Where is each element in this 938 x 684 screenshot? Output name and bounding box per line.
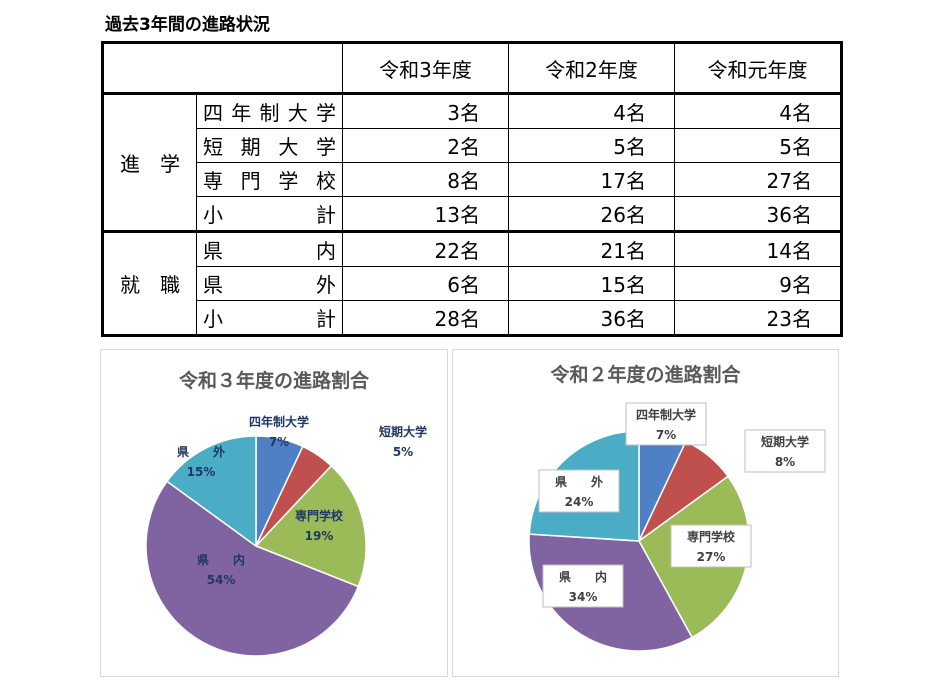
table-row: 進 学四年制大学 3名 4名 4名	[102, 93, 842, 233]
table-row: 専門学校 8名 17名 27名	[103, 162, 842, 197]
row-label: 短期大学	[196, 128, 343, 163]
column-header: 令和2年度	[508, 42, 675, 95]
label-box	[744, 429, 826, 473]
column-header: 令和3年度	[342, 42, 509, 95]
table-row: 小 計 13名 26名 36名	[103, 196, 842, 233]
cell: 17名	[508, 162, 675, 197]
cell: 4名	[508, 93, 675, 129]
table-row: 就 職県 内 22名 21名 14名	[102, 231, 842, 337]
label-box	[538, 469, 620, 513]
slice-value-label: 5%	[393, 445, 413, 459]
slice-label: 四年制大学	[636, 407, 696, 422]
pie-slice	[145, 480, 360, 657]
slice-value-label: 24%	[565, 495, 594, 509]
chart-title: 令和３年度の進路割合	[179, 369, 370, 392]
cell: 2名	[342, 128, 509, 163]
cell: 27名	[674, 162, 842, 197]
row-label: 小 計	[196, 196, 343, 233]
cell: 21名	[508, 231, 675, 267]
label-box	[542, 564, 624, 608]
cell: 22名	[342, 231, 509, 267]
table-row: 小 計 28名 36名 23名	[103, 300, 842, 337]
cell: 5名	[674, 128, 842, 163]
row-label: 専門学校	[196, 162, 343, 197]
cell: 8名	[342, 162, 509, 197]
cell: 28名	[342, 300, 509, 337]
cell: 36名	[508, 300, 675, 337]
slice-value-label: 19%	[305, 529, 334, 543]
slice-label: 四年制大学	[249, 414, 309, 429]
row-label: 四年制大学	[196, 93, 343, 129]
slice-value-label: 15%	[187, 465, 216, 479]
slice-label: 県 内	[197, 552, 245, 567]
chart-title: 令和２年度の進路割合	[550, 363, 741, 386]
table-row: 短期大学 2名 5名 5名	[103, 128, 842, 163]
page-title: 過去3年間の進路状況	[105, 15, 270, 35]
cell: 5名	[508, 128, 675, 163]
slice-label: 県 外	[177, 444, 225, 459]
label-box	[670, 524, 752, 568]
slice-value-label: 34%	[569, 590, 598, 604]
cell: 9名	[674, 266, 842, 301]
cell: 6名	[342, 266, 509, 301]
label-box	[625, 402, 707, 446]
column-header: 令和元年度	[674, 42, 842, 95]
group-label: 進 学	[102, 93, 197, 233]
cell: 14名	[674, 231, 842, 267]
row-label: 県 外	[196, 266, 343, 301]
cell: 4名	[674, 93, 842, 129]
cell: 26名	[508, 196, 675, 233]
cell: 15名	[508, 266, 675, 301]
slice-label: 県 内	[559, 569, 607, 584]
row-label: 県 内	[196, 231, 343, 267]
pie-slice	[165, 435, 257, 548]
header-row: 令和3年度 令和2年度 令和元年度	[102, 42, 842, 95]
row-label: 小 計	[196, 300, 343, 337]
slice-value-label: 8%	[775, 455, 795, 469]
cell: 23名	[674, 300, 842, 337]
slice-label: 短期大学	[379, 424, 427, 439]
slice-value-label: 27%	[697, 550, 726, 564]
cell: 36名	[674, 196, 842, 233]
slice-label: 専門学校	[687, 529, 736, 544]
group-label: 就 職	[102, 231, 197, 337]
table-row: 県 外 6名 15名 9名	[103, 266, 842, 301]
slice-label: 短期大学	[761, 434, 809, 449]
slice-label: 県 外	[555, 474, 603, 489]
slice-value-label: 7%	[656, 428, 676, 442]
slice-value-label: 7%	[269, 435, 289, 449]
cell: 13名	[342, 196, 509, 233]
slice-value-label: 54%	[207, 573, 236, 587]
slice-label: 専門学校	[295, 508, 344, 523]
corner-cell	[102, 42, 343, 95]
cell: 3名	[342, 93, 509, 129]
table: 令和3年度 令和2年度 令和元年度進 学四年制大学 3名 4名 4名 短期大学 2名 5名 5名専…	[101, 41, 843, 337]
